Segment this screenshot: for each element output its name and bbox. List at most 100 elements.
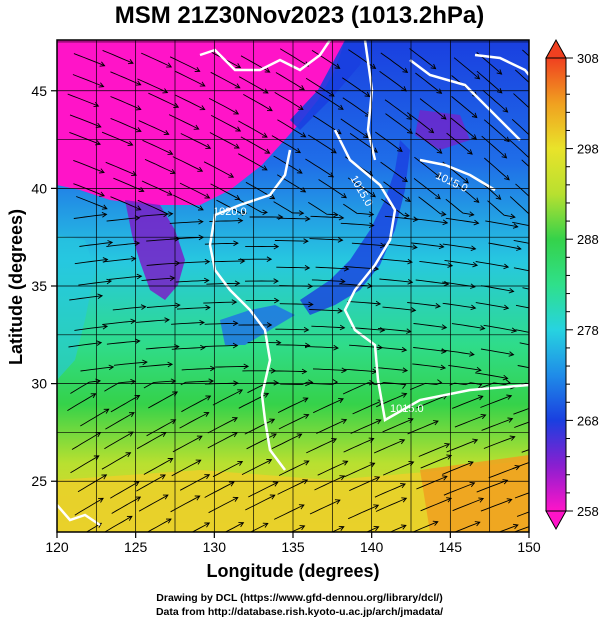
streamline-arrow [125, 452, 132, 458]
streamline-arrow [304, 265, 311, 271]
streamline-arrow [537, 380, 542, 385]
streamline [170, 495, 200, 513]
streamline [442, 302, 476, 309]
streamline-arrow [134, 338, 141, 344]
streamline [516, 511, 529, 517]
streamline-arrow [231, 299, 238, 305]
streamline [382, 306, 416, 311]
streamline-arrow [470, 304, 477, 311]
streamline [70, 380, 101, 394]
streamline [204, 322, 238, 325]
streamline [73, 53, 105, 67]
streamline [277, 119, 306, 138]
streamline [77, 474, 107, 493]
streamline-arrow [337, 237, 344, 243]
streamline-arrow [101, 204, 108, 210]
chart-title: MSM 21Z30Nov2023 (1013.2hPa) [114, 2, 485, 29]
streamline-arrow [504, 174, 510, 181]
x-tick-label: 135 [281, 539, 305, 555]
streamline [80, 366, 114, 372]
streamline-arrow [101, 474, 108, 480]
streamline-arrow [433, 420, 439, 426]
streamline-arrow [402, 176, 408, 183]
streamline [208, 497, 239, 514]
streamline-arrow [99, 168, 105, 174]
streamline-arrow [408, 461, 415, 467]
streamline [411, 521, 438, 532]
streamline [210, 71, 241, 89]
streamline [174, 94, 205, 111]
streamline [513, 239, 529, 244]
streamline-arrow [99, 191, 105, 197]
streamline-arrow [337, 104, 344, 110]
streamline [442, 461, 474, 475]
streamline [384, 243, 417, 248]
streamline [382, 418, 414, 433]
streamline-arrow [130, 378, 136, 385]
contour-label: 1020.0 [213, 206, 247, 218]
streamline-arrow [368, 222, 375, 229]
streamline-arrow [174, 343, 180, 350]
streamline [373, 346, 407, 351]
streamline-arrow [410, 307, 417, 313]
y-axis: 25 30 35 40 45 [31, 83, 57, 489]
streamline [179, 412, 209, 429]
streamline-arrow [198, 218, 204, 225]
streamline-arrow [337, 308, 344, 314]
streamline-arrow [232, 320, 239, 327]
x-tick-label: 150 [517, 539, 541, 555]
streamline-arrow [261, 132, 268, 138]
streamline [444, 259, 478, 266]
streamline [215, 365, 249, 368]
streamline-arrow [261, 165, 268, 171]
streamline-arrow [103, 408, 110, 414]
streamline-arrow [511, 327, 518, 334]
streamline [105, 161, 137, 176]
streamline-arrow [438, 243, 445, 250]
streamline-arrow [373, 525, 380, 532]
streamline-arrow [273, 297, 280, 304]
streamline [418, 196, 446, 215]
streamline [102, 257, 136, 263]
streamline-arrow [167, 149, 174, 155]
streamline [519, 342, 529, 346]
streamline-arrow [90, 393, 97, 399]
streamline [204, 481, 235, 498]
streamline [385, 113, 413, 134]
streamline-arrow [95, 140, 101, 146]
streamline-arrow [243, 363, 250, 370]
streamline [306, 438, 337, 454]
streamline-arrow [95, 122, 102, 128]
y-tick-label: 30 [31, 376, 47, 392]
contour-line [333, 129, 529, 422]
streamline-arrow [204, 193, 211, 199]
streamline [515, 183, 529, 197]
streamline-arrow [167, 458, 174, 463]
streamline [415, 132, 442, 154]
streamline [305, 77, 335, 97]
streamline-arrow [533, 111, 538, 116]
streamline [488, 242, 521, 250]
streamline-arrow [298, 504, 305, 510]
streamline [101, 131, 133, 146]
x-tick-label: 125 [124, 539, 148, 555]
streamline-arrow [333, 211, 339, 218]
streamline [374, 367, 408, 372]
streamline [522, 287, 529, 290]
streamline [348, 49, 376, 69]
streamline [112, 306, 146, 311]
streamline [248, 481, 278, 498]
streamline-arrow [402, 67, 409, 73]
streamline-arrow [470, 283, 476, 289]
streamline-arrow [467, 149, 473, 155]
streamline-arrow [300, 187, 307, 193]
streamline-arrow [400, 483, 406, 489]
streamline-arrow [271, 433, 277, 439]
streamline-arrow [99, 61, 106, 67]
streamline-arrow [142, 359, 148, 366]
streamline-arrow [362, 132, 369, 139]
streamline [102, 320, 136, 325]
wind-streamlines [67, 48, 542, 532]
streamline-arrow [447, 262, 454, 268]
streamline [347, 300, 381, 305]
